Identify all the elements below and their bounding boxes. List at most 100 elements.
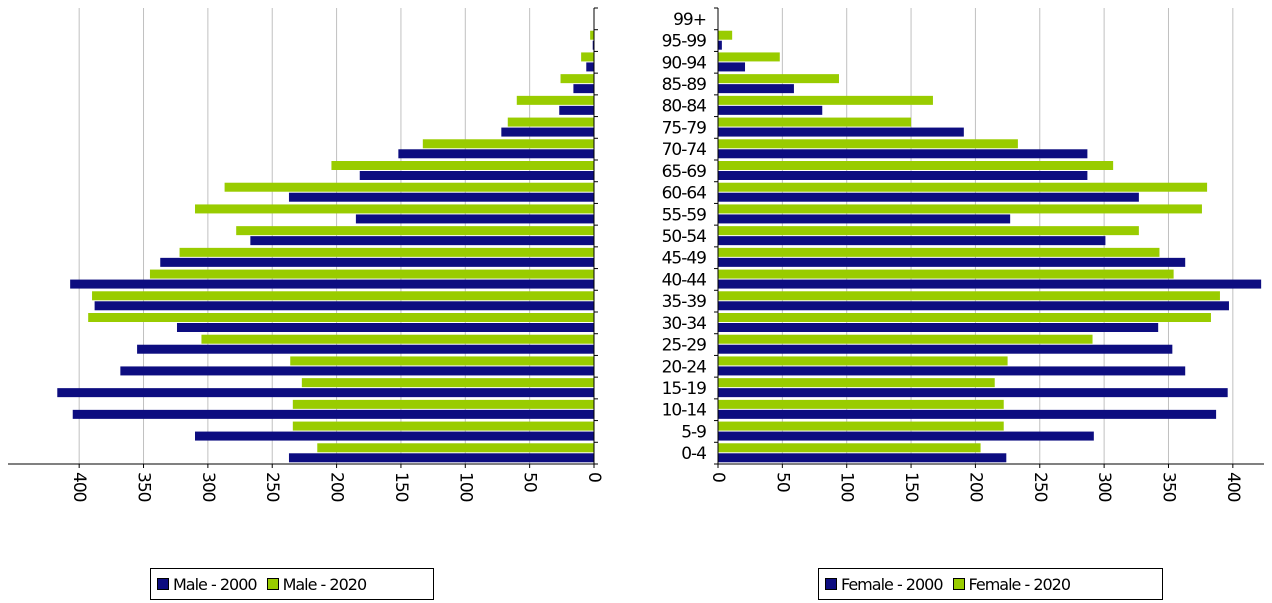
male-bar-2020 <box>88 313 594 322</box>
female-legend: Female - 2000 Female - 2020 <box>818 568 1163 600</box>
legend-swatch-female-2020 <box>952 578 965 590</box>
female-bar-2020 <box>718 247 1160 257</box>
male-bar-2020 <box>331 161 594 170</box>
female-bar-2000 <box>718 323 1159 332</box>
male-bar-2000 <box>501 127 594 137</box>
male-bar-2020 <box>581 52 594 62</box>
female-bar-2020 <box>718 95 933 105</box>
male-bar-2000 <box>398 149 594 159</box>
female-bar-2000 <box>718 431 1094 441</box>
female-bar-2020 <box>718 161 1114 170</box>
female-bar-2020 <box>718 356 1008 366</box>
male-bar-2000 <box>94 301 595 311</box>
female-bar-2020 <box>718 399 1004 409</box>
legend-swatch-male-2020 <box>266 578 279 590</box>
age-group-label: 30-34 <box>662 314 707 334</box>
female-value-tick-label: 200 <box>965 472 985 502</box>
male-bar-2000 <box>288 192 594 202</box>
age-group-label: 80-84 <box>662 97 707 117</box>
female-bar-2000 <box>718 171 1088 180</box>
female-bar-2020 <box>718 117 912 127</box>
female-bar-2020 <box>718 182 1208 192</box>
male-bar-2020 <box>201 334 594 344</box>
age-group-label: 75-79 <box>662 118 707 138</box>
legend-label-male-2000: Male - 2000 <box>173 574 258 594</box>
female-bar-2000 <box>718 257 1186 267</box>
legend-entry-male-2020: Male - 2020 <box>266 575 367 594</box>
legend-swatch-female-2000 <box>825 578 837 590</box>
male-bar-2000 <box>72 409 594 419</box>
male-bar-2020 <box>195 204 594 214</box>
female-bar-2000 <box>718 301 1229 311</box>
male-bar-2020 <box>292 421 594 431</box>
male-value-tick-label: 0 <box>584 472 604 482</box>
male-bar-2000 <box>288 453 594 463</box>
age-group-label: 85-89 <box>662 75 707 95</box>
age-group-label: 0-4 <box>681 444 706 464</box>
male-value-tick-label: 400 <box>69 472 89 502</box>
female-value-tick-label: 300 <box>1094 472 1114 502</box>
age-group-label: 65-69 <box>662 162 707 182</box>
male-bar-2020 <box>179 247 594 257</box>
male-bar-2000 <box>573 84 594 94</box>
male-value-tick-label: 100 <box>455 472 475 502</box>
male-bar-2020 <box>516 95 594 105</box>
female-bar-2020 <box>718 421 1004 431</box>
legend-swatch-male-2000 <box>157 578 169 590</box>
male-bar-2020 <box>590 30 594 40</box>
male-bar-2000 <box>195 431 594 441</box>
female-bar-2020 <box>718 226 1139 236</box>
female-bar-2020 <box>718 204 1202 214</box>
male-bar-2020 <box>236 226 594 236</box>
age-group-label: 90-94 <box>662 53 707 73</box>
female-bar-2020 <box>718 291 1220 301</box>
male-legend: Male - 2000 Male - 2020 <box>150 568 434 600</box>
female-bar-2020 <box>718 378 995 388</box>
female-bar-2000 <box>718 344 1173 354</box>
age-group-label: 15-19 <box>662 379 707 399</box>
male-bar-2020 <box>290 356 594 366</box>
age-group-label: 99+ <box>673 10 706 30</box>
male-bar-2020 <box>317 443 594 453</box>
male-value-tick-label: 50 <box>520 472 540 492</box>
legend-label-female-2020: Female - 2020 <box>968 574 1072 594</box>
female-value-tick-label: 50 <box>772 472 792 492</box>
age-group-label: 55-59 <box>662 205 707 225</box>
male-bar-2000 <box>120 366 594 376</box>
age-group-label: 45-49 <box>662 249 707 269</box>
female-bar-2000 <box>718 214 1011 224</box>
female-bar-2000 <box>718 40 722 50</box>
male-chart-panel: 400 350 300 250 200 150 100 50 0 <box>8 7 604 502</box>
legend-entry-female-2020: Female - 2020 <box>952 574 1072 594</box>
age-group-label: 25-29 <box>662 336 707 356</box>
age-group-label: 5-9 <box>681 422 706 442</box>
female-value-tick-label: 250 <box>1030 472 1050 502</box>
female-bar-2000 <box>718 127 964 137</box>
legend-label-female-2000: Female - 2000 <box>841 574 944 594</box>
male-bar-2000 <box>586 62 594 72</box>
female-bar-2000 <box>718 388 1228 398</box>
male-bar-2020 <box>507 117 594 127</box>
male-value-tick-label: 300 <box>198 472 218 502</box>
female-bar-2000 <box>718 409 1217 419</box>
male-value-tick-label: 200 <box>327 472 347 502</box>
female-chart-panel: 0 50 100 150 200 250 300 350 400 <box>708 7 1264 502</box>
female-bar-2000 <box>718 453 1007 463</box>
male-bar-2020 <box>92 291 595 301</box>
age-group-label: 70-74 <box>662 140 707 160</box>
age-group-label: 60-64 <box>662 184 707 204</box>
male-bar-2000 <box>70 279 594 289</box>
male-bar-2000 <box>559 105 594 115</box>
female-bar-2020 <box>718 313 1211 322</box>
male-bar-2000 <box>57 388 594 398</box>
male-bar-2020 <box>292 399 594 409</box>
female-value-tick-label: 0 <box>708 472 728 482</box>
male-bar-2000 <box>592 40 594 50</box>
male-bar-2020 <box>224 182 594 192</box>
age-group-label: 40-44 <box>662 270 707 290</box>
female-bar-2020 <box>718 52 780 62</box>
female-bar-2020 <box>718 74 839 84</box>
female-bar-2000 <box>718 105 823 115</box>
age-group-label: 35-39 <box>662 292 707 312</box>
